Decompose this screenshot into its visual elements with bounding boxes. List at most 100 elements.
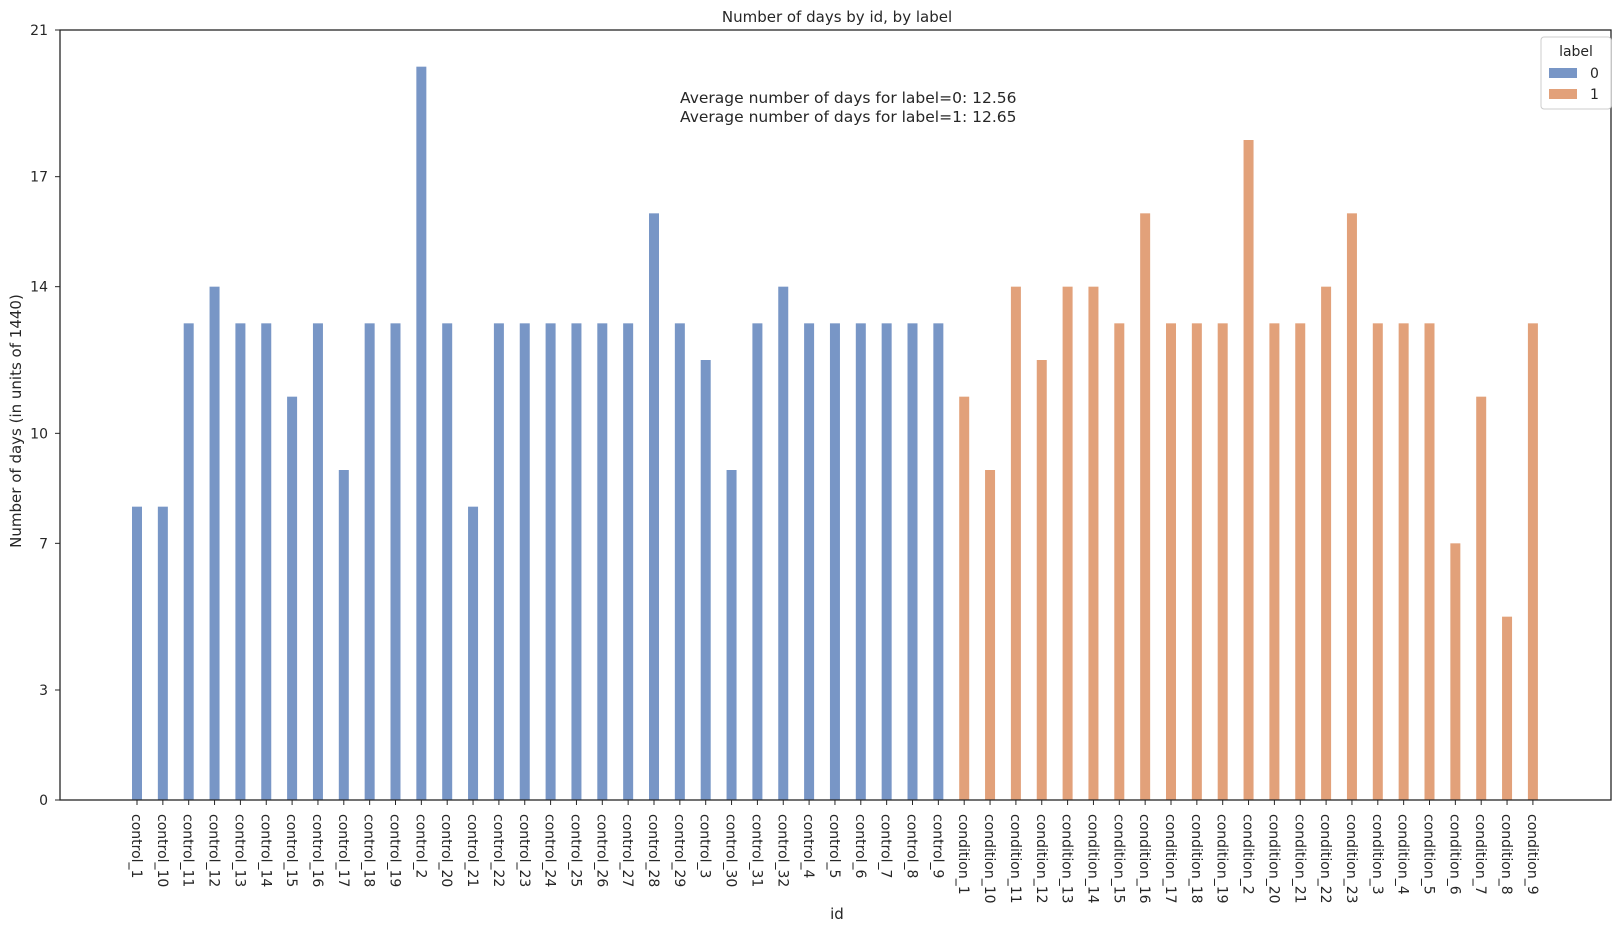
x-tick-label-condition_22: condition_22 xyxy=(1317,814,1333,904)
x-tick-label-condition_9: condition_9 xyxy=(1524,814,1540,895)
bar-condition_2 xyxy=(1243,140,1254,800)
x-tick-label-control_6: control_6 xyxy=(852,814,868,879)
x-tick-label-control_4: control_4 xyxy=(800,814,816,879)
x-tick-label-control_7: control_7 xyxy=(878,814,894,878)
x-tick-label-control_13: control_13 xyxy=(231,814,247,887)
bar-condition_16 xyxy=(1140,213,1151,801)
bars-layer xyxy=(132,66,1538,801)
bar-control_20 xyxy=(442,323,453,800)
x-tick-label-control_25: control_25 xyxy=(567,814,583,887)
bar-control_1 xyxy=(132,506,142,800)
x-tick-label-condition_3: condition_3 xyxy=(1369,814,1385,895)
x-tick-label-condition_15: condition_15 xyxy=(1110,814,1126,904)
y-axis-ticks: 0 3 7 10 14 17 21 xyxy=(30,23,60,809)
x-tick-label-control_19: control_19 xyxy=(387,814,403,887)
x-tick-label-control_2: control_2 xyxy=(412,814,428,878)
x-tick-label-control_17: control_17 xyxy=(335,814,351,887)
x-tick-label-control_11: control_11 xyxy=(180,814,196,887)
bar-control_24 xyxy=(545,323,556,800)
bar-condition_10 xyxy=(985,470,996,800)
x-tick-label-control_16: control_16 xyxy=(309,814,325,887)
x-tick-label-condition_5: condition_5 xyxy=(1421,814,1437,895)
bar-control_10 xyxy=(157,506,168,800)
x-tick-label-control_8: control_8 xyxy=(904,814,920,878)
bar-condition_19 xyxy=(1217,323,1228,800)
x-tick-label-control_9: control_9 xyxy=(929,814,945,878)
x-tick-label-control_30: control_30 xyxy=(723,814,739,887)
bar-control_22 xyxy=(493,323,504,800)
x-tick-label-condition_20: condition_20 xyxy=(1265,814,1281,904)
x-tick-label-control_23: control_23 xyxy=(516,814,532,887)
x-tick-label-control_22: control_22 xyxy=(490,814,506,887)
bar-condition_4 xyxy=(1398,323,1409,800)
bar-control_26 xyxy=(597,323,608,800)
bar-control_9 xyxy=(933,323,944,800)
y-tick-label-3: 3 xyxy=(39,683,48,699)
bar-condition_18 xyxy=(1191,323,1202,800)
bar-control_8 xyxy=(907,323,918,800)
bar-condition_12 xyxy=(1036,360,1047,800)
x-tick-label-control_32: control_32 xyxy=(774,814,790,887)
x-tick-label-control_21: control_21 xyxy=(464,814,480,887)
bar-control_13 xyxy=(235,323,246,800)
x-tick-label-control_24: control_24 xyxy=(542,814,558,887)
average-label-0-annotation: Average number of days for label=0: 12.5… xyxy=(680,89,1016,107)
x-tick-label-condition_23: condition_23 xyxy=(1343,814,1359,904)
bar-control_15 xyxy=(287,396,298,800)
y-tick-label-0: 0 xyxy=(39,793,48,809)
x-axis-ticks: control_1 control_10 control_11 control_12 c… xyxy=(128,800,1540,904)
x-tick-label-condition_19: condition_19 xyxy=(1214,814,1230,904)
x-tick-label-condition_14: condition_14 xyxy=(1084,814,1100,904)
x-tick-label-control_15: control_15 xyxy=(283,814,299,887)
y-tick-label-10: 10 xyxy=(30,426,48,442)
bar-control_16 xyxy=(312,323,323,800)
x-tick-label-control_28: control_28 xyxy=(645,814,661,887)
x-tick-label-control_31: control_31 xyxy=(748,814,764,887)
x-tick-label-control_14: control_14 xyxy=(257,814,273,887)
x-axis-label: id xyxy=(830,905,844,923)
x-tick-label-condition_12: condition_12 xyxy=(1033,814,1049,904)
legend-entry-0: 0 xyxy=(1590,66,1599,82)
y-tick-label-14: 14 xyxy=(30,280,48,296)
bar-condition_6 xyxy=(1450,543,1461,800)
x-tick-label-control_12: control_12 xyxy=(206,814,222,887)
x-tick-label-control_18: control_18 xyxy=(361,814,377,887)
bar-condition_13 xyxy=(1062,286,1073,801)
bar-control_5 xyxy=(829,323,840,800)
bar-control_30 xyxy=(726,470,737,800)
x-tick-label-control_1: control_1 xyxy=(128,814,144,878)
x-tick-label-control_10: control_10 xyxy=(154,814,170,887)
bar-control_29 xyxy=(674,323,685,800)
x-tick-label-condition_17: condition_17 xyxy=(1162,814,1178,904)
bar-control_25 xyxy=(571,323,582,800)
bar-control_19 xyxy=(390,323,401,800)
x-tick-label-condition_21: condition_21 xyxy=(1291,814,1307,904)
bar-control_31 xyxy=(752,323,763,800)
bar-control_28 xyxy=(649,213,659,801)
y-tick-label-21: 21 xyxy=(30,23,48,39)
bar-control_7 xyxy=(881,323,892,800)
average-label-1-annotation: Average number of days for label=1: 12.6… xyxy=(680,108,1016,126)
y-axis-label: Number of days (in units of 1440) xyxy=(7,294,25,548)
legend-entry-1: 1 xyxy=(1590,87,1599,103)
bar-condition_1 xyxy=(959,396,970,800)
bar-control_18 xyxy=(364,323,375,800)
x-tick-label-condition_1: condition_1 xyxy=(955,814,971,895)
x-tick-label-condition_4: condition_4 xyxy=(1395,814,1411,895)
bar-control_6 xyxy=(855,323,866,800)
bar-condition_8 xyxy=(1502,616,1513,800)
bar-condition_20 xyxy=(1269,323,1280,800)
x-tick-label-control_20: control_20 xyxy=(438,814,454,887)
bar-condition_17 xyxy=(1166,323,1176,800)
bar-condition_22 xyxy=(1321,286,1332,801)
bar-condition_5 xyxy=(1424,323,1435,800)
bar-control_17 xyxy=(338,470,349,800)
bar-control_23 xyxy=(519,323,530,800)
bar-condition_7 xyxy=(1476,396,1487,800)
y-tick-label-17: 17 xyxy=(30,170,48,186)
x-tick-label-condition_10: condition_10 xyxy=(981,814,997,904)
bar-control_2 xyxy=(416,66,427,800)
x-tick-label-condition_6: condition_6 xyxy=(1446,814,1462,895)
x-tick-label-control_3: control_3 xyxy=(697,814,713,878)
legend-swatch-0 xyxy=(1549,68,1577,78)
